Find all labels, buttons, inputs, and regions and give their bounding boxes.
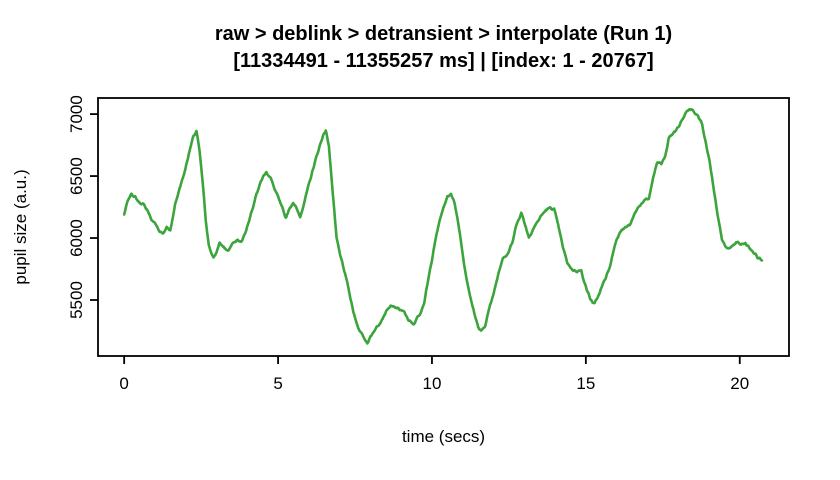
y-axis-label: pupil size (a.u.) [11,169,30,284]
y-tick-label: 6500 [67,157,86,195]
y-tick-label: 7000 [67,95,86,133]
plot-border [97,97,790,357]
y-tick-label: 6000 [67,219,86,257]
x-tick-label: 15 [576,374,595,393]
chart-title-line2: [11334491 - 11355257 ms] | [index: 1 - 2… [233,50,653,72]
x-tick-label: 5 [273,374,282,393]
x-tick-label: 10 [422,374,441,393]
y-axis-ticks: 5500 6000 6500 7000 [67,95,98,319]
pupil-trace-line [122,108,764,345]
x-tick-label: 20 [730,374,749,393]
chart-title-line1: raw > deblink > detransient > interpolat… [215,23,672,45]
y-tick-label: 5500 [67,281,86,319]
x-axis-ticks: 0 5 10 15 20 [119,356,749,393]
x-axis-label: time (secs) [402,427,485,446]
x-tick-label: 0 [119,374,128,393]
